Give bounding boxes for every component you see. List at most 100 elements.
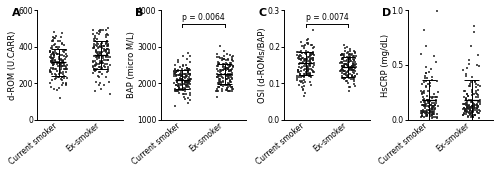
Point (48, 79, 56, 81)
Point (303, 67, 311, 69)
Point (346, 60, 354, 62)
Point (89, 61, 97, 64)
Point (464, 94, 472, 97)
Point (215, 86, 223, 89)
Point (306, 53, 314, 56)
Point (96, 60, 104, 62)
Point (58, 63, 66, 65)
Point (48, 44, 56, 47)
Point (308, 57, 316, 60)
Point (62, 56, 70, 58)
Point (228, 55, 236, 58)
Point (301, 52, 309, 54)
Point (468, 108, 476, 111)
Point (460, 110, 468, 113)
Point (350, 63, 358, 66)
Point (178, 68, 186, 71)
Point (182, 82, 190, 85)
Point (352, 74, 360, 77)
Point (345, 54, 353, 57)
Point (90, 64, 98, 67)
Point (307, 52, 315, 55)
Point (419, 103, 427, 106)
Point (103, 53, 111, 56)
Point (228, 74, 236, 76)
Point (224, 89, 232, 92)
Point (177, 88, 185, 91)
Point (100, 28, 108, 31)
Point (97, 46, 105, 48)
Point (468, 114, 476, 117)
Point (468, 102, 476, 105)
Y-axis label: d-ROM (U.CARR): d-ROM (U.CARR) (8, 30, 17, 100)
Point (422, 115, 430, 118)
Point (92, 62, 100, 65)
Point (48, 57, 56, 59)
Point (419, 99, 427, 102)
Point (418, 92, 426, 94)
Point (174, 79, 182, 82)
Point (52, 76, 60, 79)
Point (306, 74, 314, 77)
Point (224, 63, 232, 66)
Point (305, 56, 313, 58)
Point (53, 53, 61, 56)
Point (304, 66, 312, 69)
Point (300, 88, 308, 91)
Point (422, 105, 430, 108)
Point (342, 63, 350, 66)
Point (93, 55, 101, 57)
Point (428, 115, 436, 117)
Point (182, 75, 190, 78)
Point (463, 100, 471, 103)
Point (341, 47, 349, 49)
Point (422, 115, 430, 118)
Point (48, 60, 56, 62)
Point (296, 51, 304, 54)
Point (460, 96, 468, 99)
Point (340, 65, 348, 67)
Point (296, 55, 304, 58)
Point (214, 79, 222, 82)
Point (338, 53, 345, 56)
Point (96, 31, 104, 33)
Point (214, 82, 222, 85)
Point (418, 109, 426, 112)
Point (471, 114, 479, 117)
Point (176, 89, 184, 91)
Point (61, 49, 69, 52)
Point (474, 111, 482, 114)
Point (348, 65, 356, 67)
Point (52, 74, 60, 77)
Point (104, 55, 112, 58)
Point (309, 57, 317, 60)
Point (178, 78, 186, 80)
Point (424, 71, 432, 73)
Point (103, 48, 111, 51)
Point (348, 62, 356, 65)
Point (183, 75, 191, 78)
Point (422, 99, 430, 102)
Point (344, 46, 351, 49)
Point (469, 110, 477, 113)
Point (174, 80, 182, 83)
Point (51, 59, 59, 62)
Point (306, 55, 314, 57)
Point (470, 107, 478, 110)
Point (304, 72, 312, 75)
Point (431, 108, 439, 111)
Text: A: A (12, 8, 20, 18)
Point (47, 59, 55, 62)
Point (98, 60, 106, 63)
Point (223, 74, 231, 77)
Point (301, 92, 309, 95)
Point (345, 61, 353, 63)
Point (343, 80, 351, 83)
Point (182, 64, 190, 67)
Point (46, 54, 54, 57)
Point (102, 34, 110, 37)
Point (424, 99, 432, 102)
Point (466, 58, 473, 61)
Point (420, 104, 428, 106)
Point (56, 70, 64, 73)
